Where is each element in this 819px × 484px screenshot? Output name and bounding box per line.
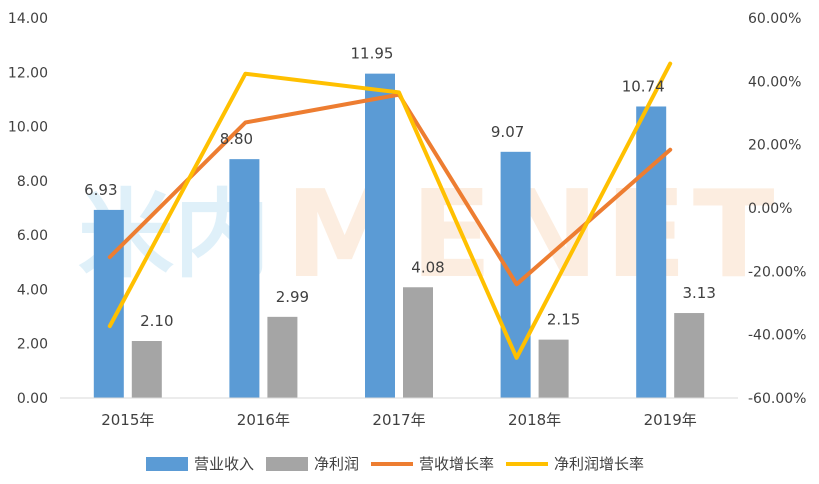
data-label: 2.10 — [140, 312, 173, 330]
data-labels: 6.93 8.80 11.95 9.07 10.74 2.10 2.99 4.08 2.15 3.… — [84, 45, 716, 330]
legend-swatch — [266, 457, 308, 471]
lines-layer — [107, 61, 673, 360]
bar-revenue — [229, 159, 260, 398]
category-label: 2019年 — [644, 411, 697, 429]
data-label: 8.80 — [220, 130, 253, 148]
category-labels: 2015年 2016年 2017年 2018年 2019年 — [101, 411, 697, 429]
right-axis-ticks: -60.00% -40.00% -20.00% 0.00% 20.00% 40.00% 60… — [748, 11, 806, 407]
data-label: 4.08 — [411, 258, 444, 276]
data-label: 11.95 — [351, 45, 394, 63]
category-label: 2018年 — [508, 411, 561, 429]
right-tick-label: -40.00% — [748, 328, 806, 344]
left-axis-ticks: 0.00 2.00 4.00 6.00 8.00 10.00 12.00 14.00 — [8, 11, 48, 407]
right-tick-label: 40.00% — [748, 74, 801, 90]
bar-revenue — [365, 73, 395, 399]
category-label: 2015年 — [101, 411, 154, 429]
right-tick-label: 0.00% — [748, 201, 792, 217]
left-tick-label: 12.00 — [8, 65, 48, 81]
legend-label: 净利润增长率 — [554, 455, 644, 473]
line-net-profit-growth — [107, 61, 673, 360]
legend-label: 净利润 — [314, 455, 359, 473]
bar-revenue — [636, 106, 667, 398]
bar-net-profit — [267, 316, 298, 398]
data-label: 2.99 — [276, 288, 309, 306]
data-label: 3.13 — [682, 284, 715, 302]
right-tick-label: -60.00% — [748, 391, 806, 407]
data-label: 6.93 — [84, 181, 117, 199]
right-tick-label: 60.00% — [748, 11, 801, 27]
legend-label: 营业收入 — [194, 455, 254, 473]
category-label: 2016年 — [237, 411, 290, 429]
bar-net-profit — [538, 339, 569, 398]
category-label: 2017年 — [372, 411, 425, 429]
left-tick-label: 4.00 — [17, 282, 48, 298]
bar-net-profit — [403, 287, 433, 398]
bar-net-profit — [674, 313, 705, 398]
right-tick-label: 20.00% — [748, 138, 801, 154]
left-tick-label: 0.00 — [17, 391, 48, 407]
left-tick-label: 6.00 — [17, 228, 48, 244]
bar-net-profit — [131, 341, 162, 398]
legend-swatch — [146, 457, 188, 471]
bar-revenue — [93, 209, 124, 398]
legend-label: 营收增长率 — [419, 455, 494, 473]
left-tick-label: 10.00 — [8, 120, 48, 136]
data-label: 10.74 — [622, 77, 665, 95]
data-label: 9.07 — [491, 123, 524, 141]
legend: 营业收入 净利润 营收增长率 净利润增长率 — [146, 455, 644, 473]
left-tick-label: 14.00 — [8, 11, 48, 27]
data-label: 2.15 — [547, 311, 580, 329]
left-tick-label: 2.00 — [17, 337, 48, 353]
right-tick-label: -20.00% — [748, 264, 806, 280]
left-tick-label: 8.00 — [17, 174, 48, 190]
